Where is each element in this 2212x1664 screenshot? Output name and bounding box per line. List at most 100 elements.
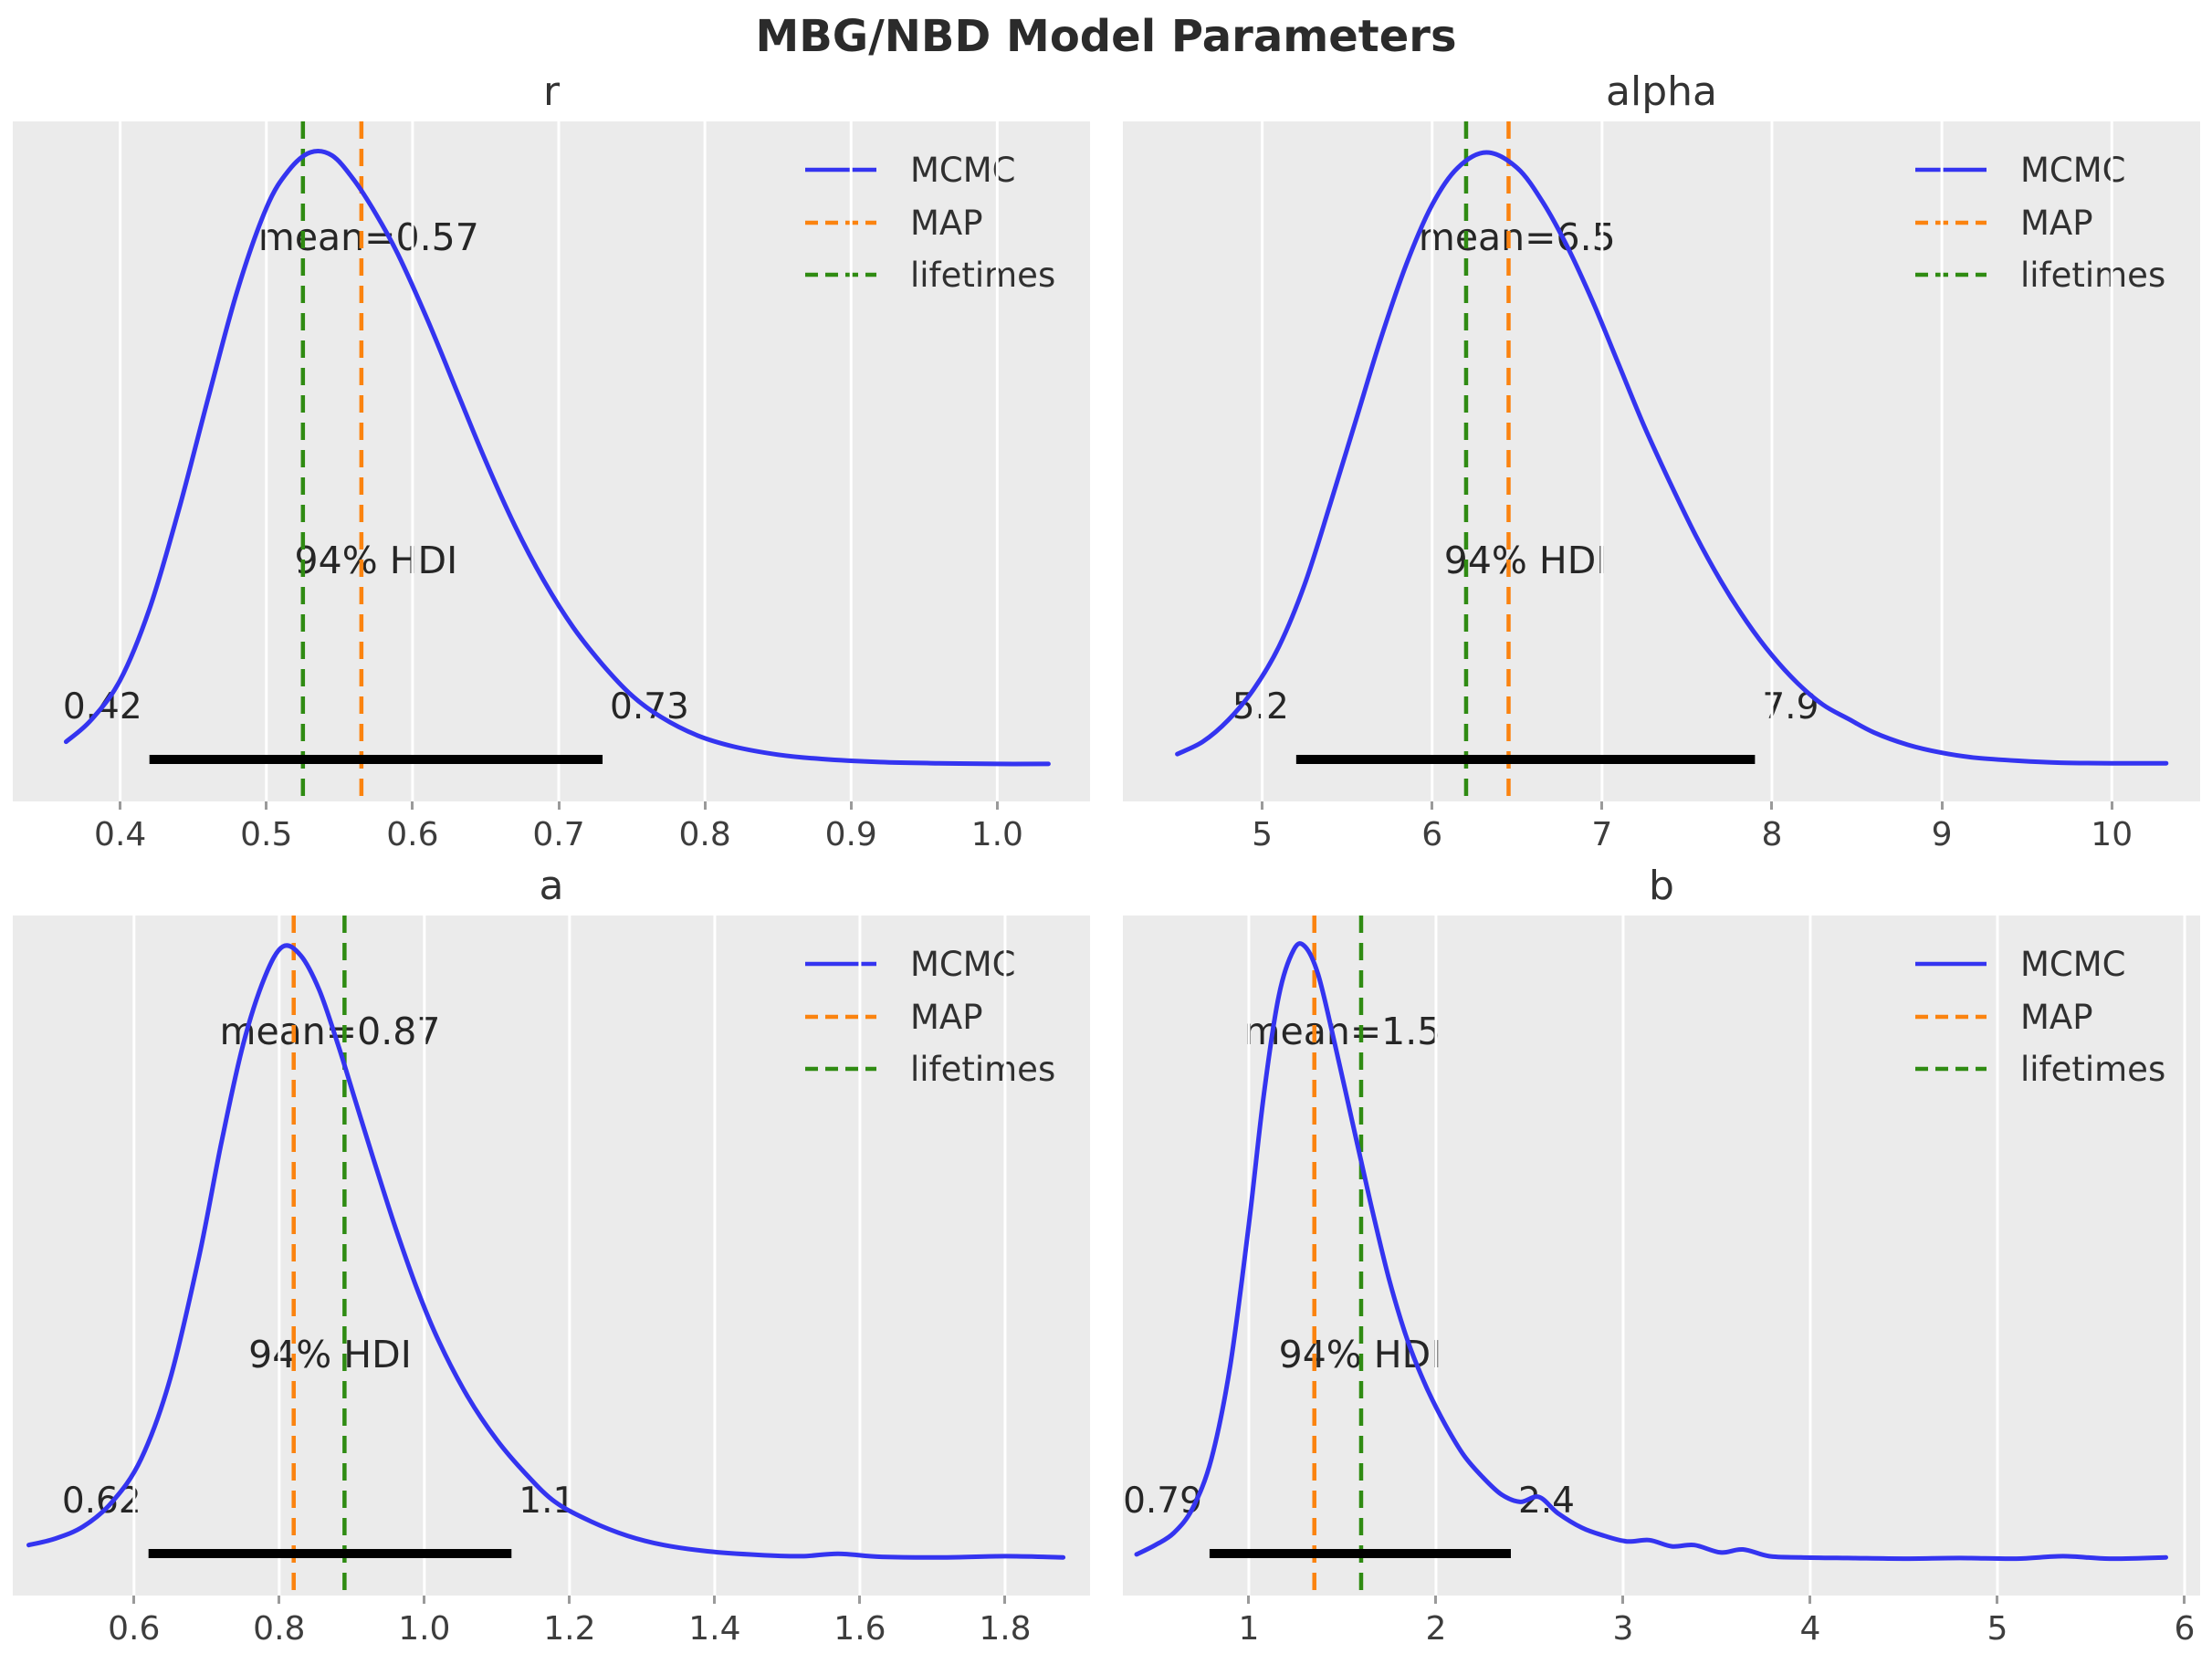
- legend-label: lifetimes: [910, 1049, 1056, 1089]
- x-tick-label: 1.0: [970, 816, 1023, 853]
- subplot-title-r: r: [542, 68, 561, 115]
- hdi-label: 94% HDI: [248, 1333, 412, 1376]
- x-tick-label: 6: [2174, 1610, 2196, 1648]
- legend-label: lifetimes: [2020, 1049, 2166, 1089]
- legend-label: MAP: [2020, 997, 2093, 1037]
- hdi-bar: [1209, 1549, 1511, 1558]
- x-tick-mark: [265, 801, 268, 810]
- subplot-title-b: b: [1649, 863, 1674, 909]
- x-tick-mark: [1996, 1596, 1999, 1604]
- legend-label: MAP: [2020, 203, 2093, 243]
- x-tick-label: 5: [1987, 1610, 2008, 1648]
- kde-chart-b: [1134, 916, 2186, 1596]
- x-tick-mark: [1808, 1596, 1812, 1604]
- x-tick-mark: [119, 801, 122, 810]
- x-tick-label: 2: [1425, 1610, 1447, 1648]
- map-line-sample: [805, 1014, 876, 1020]
- legend-item-mcmc: MCMC: [1913, 941, 2126, 987]
- kde-chart-a: [26, 916, 1066, 1596]
- legend-label: MAP: [910, 997, 983, 1037]
- legend-item-lifetimes: lifetimes: [803, 1046, 1055, 1092]
- legend-item-map: MAP: [803, 994, 983, 1040]
- plot-area-b: [1123, 916, 2200, 1596]
- hdi-label: 94% HDI: [294, 539, 458, 582]
- hdi-label: 94% HDI: [1443, 539, 1608, 582]
- legend-item-lifetimes: lifetimes: [803, 252, 1055, 298]
- mcmc-curve: [1134, 941, 2168, 1562]
- map-line-sample: [805, 220, 876, 225]
- x-tick-mark: [1431, 801, 1434, 810]
- x-tick-mark: [1261, 801, 1264, 810]
- mcmc-curve: [26, 943, 1066, 1560]
- lifetimes-line-sample: [805, 1066, 876, 1072]
- legend-label: lifetimes: [910, 255, 1056, 295]
- subplot-title-a: a: [539, 863, 564, 909]
- x-tick-label: 1.0: [398, 1610, 451, 1648]
- mcmc-line-sample: [1915, 167, 1987, 173]
- x-tick-label: 10: [2091, 816, 2133, 853]
- x-tick-label: 3: [1612, 1610, 1634, 1648]
- map-line-sample: [1915, 1014, 1987, 1020]
- x-tick-mark: [1003, 1596, 1007, 1604]
- x-tick-mark: [568, 1596, 571, 1604]
- x-tick-label: 0.9: [824, 816, 877, 853]
- legend-item-mcmc: MCMC: [803, 941, 1016, 987]
- mcmc-line-sample: [1915, 961, 1987, 967]
- x-tick-mark: [423, 1596, 426, 1604]
- x-tick-mark: [1247, 1596, 1251, 1604]
- x-tick-mark: [703, 801, 707, 810]
- legend-item-lifetimes: lifetimes: [1913, 252, 2165, 298]
- x-tick-mark: [132, 1596, 136, 1604]
- legend-item-lifetimes: lifetimes: [1913, 1046, 2165, 1092]
- x-tick-label: 0.8: [678, 816, 731, 853]
- lifetimes-line-sample: [1915, 272, 1987, 277]
- x-tick-mark: [2110, 801, 2113, 810]
- legend-label: lifetimes: [2020, 255, 2166, 295]
- legend-label: MCMC: [2020, 150, 2126, 190]
- x-tick-mark: [1600, 801, 1604, 810]
- legend-item-map: MAP: [803, 200, 983, 246]
- x-tick-mark: [858, 1596, 862, 1604]
- x-tick-mark: [1621, 1596, 1625, 1604]
- x-tick-label: 0.7: [532, 816, 585, 853]
- legend-label: MCMC: [2020, 944, 2126, 984]
- x-tick-mark: [278, 1596, 281, 1604]
- mean-label: mean=0.57: [257, 215, 479, 259]
- x-tick-label: 5: [1252, 816, 1274, 853]
- x-tick-mark: [1434, 1596, 1438, 1604]
- hdi-bar: [149, 755, 603, 764]
- x-tick-mark: [713, 1596, 717, 1604]
- x-tick-label: 0.5: [240, 816, 293, 853]
- x-tick-label: 1.6: [833, 1610, 886, 1648]
- lifetimes-line-sample: [805, 272, 876, 277]
- x-tick-label: 7: [1591, 816, 1613, 853]
- legend-item-mcmc: MCMC: [1913, 147, 2126, 193]
- x-tick-label: 4: [1799, 1610, 1821, 1648]
- legend-item-map: MAP: [1913, 994, 2093, 1040]
- x-tick-label: 0.4: [94, 816, 147, 853]
- lifetimes-line-sample: [1915, 1066, 1987, 1072]
- legend-label: MAP: [910, 203, 983, 243]
- x-tick-label: 0.6: [386, 816, 439, 853]
- x-tick-label: 1.8: [979, 1610, 1032, 1648]
- x-tick-label: 0.6: [108, 1610, 161, 1648]
- hdi-max-label: 1.1: [519, 1481, 576, 1522]
- kde-chart-r: [63, 121, 1051, 801]
- x-tick-mark: [557, 801, 561, 810]
- mcmc-curve: [63, 149, 1051, 767]
- x-tick-label: 0.8: [253, 1610, 306, 1648]
- mean-label: mean=6.5: [1418, 215, 1616, 259]
- x-tick-label: 1.2: [543, 1610, 596, 1648]
- kde-chart-alpha: [1175, 121, 2169, 801]
- figure-title: MBG/NBD Model Parameters: [755, 11, 1457, 62]
- x-tick-mark: [1770, 801, 1774, 810]
- x-tick-mark: [995, 801, 999, 810]
- x-tick-mark: [1940, 801, 1944, 810]
- map-line-sample: [1915, 220, 1987, 225]
- x-tick-mark: [2183, 1596, 2186, 1604]
- x-tick-label: 6: [1421, 816, 1443, 853]
- x-tick-mark: [411, 801, 414, 810]
- hdi-bar: [1295, 755, 1756, 764]
- mcmc-curve: [1175, 150, 2169, 766]
- legend-item-map: MAP: [1913, 200, 2093, 246]
